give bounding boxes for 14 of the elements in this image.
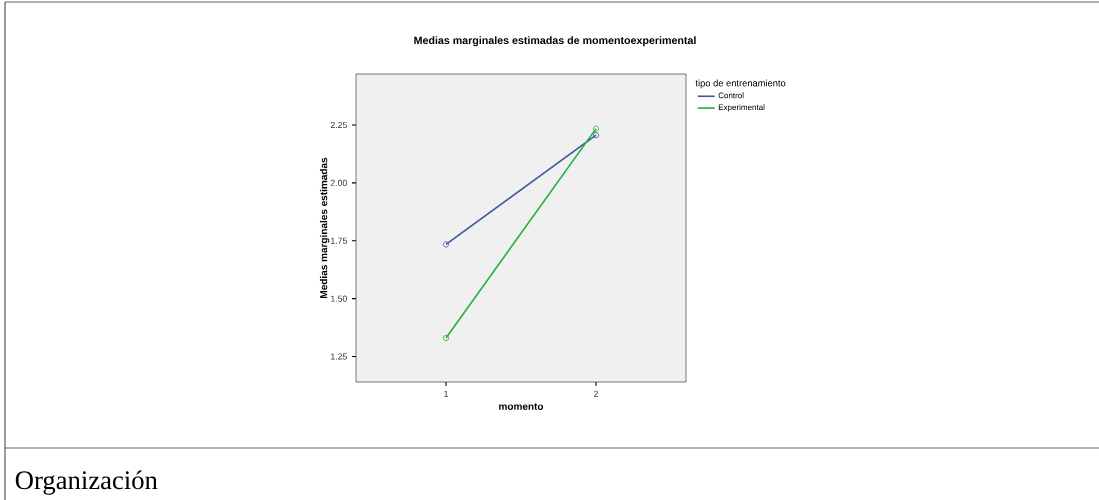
y-tick-label: 1.25	[331, 353, 347, 360]
y-tick-label: 2.00	[330, 179, 347, 186]
x-axis-title: momento	[499, 403, 544, 410]
legend-title: tipo de entrenamiento	[695, 79, 786, 89]
y-tick-label: 1.75	[331, 237, 347, 244]
x-tick-label: 2	[594, 390, 598, 397]
y-tick-label: 2.25	[330, 121, 347, 129]
text: Organización	[15, 470, 158, 495]
chart-title: Medias marginales estimadas de momentoexperimental	[414, 36, 696, 47]
legend-label: Control	[718, 92, 744, 99]
y-tick-label: 1.50	[331, 295, 347, 302]
x-tick-label: 1	[444, 390, 448, 397]
legend-label: Experimental	[718, 104, 765, 112]
y-axis-title: Medias marginales estimadas	[319, 157, 330, 298]
